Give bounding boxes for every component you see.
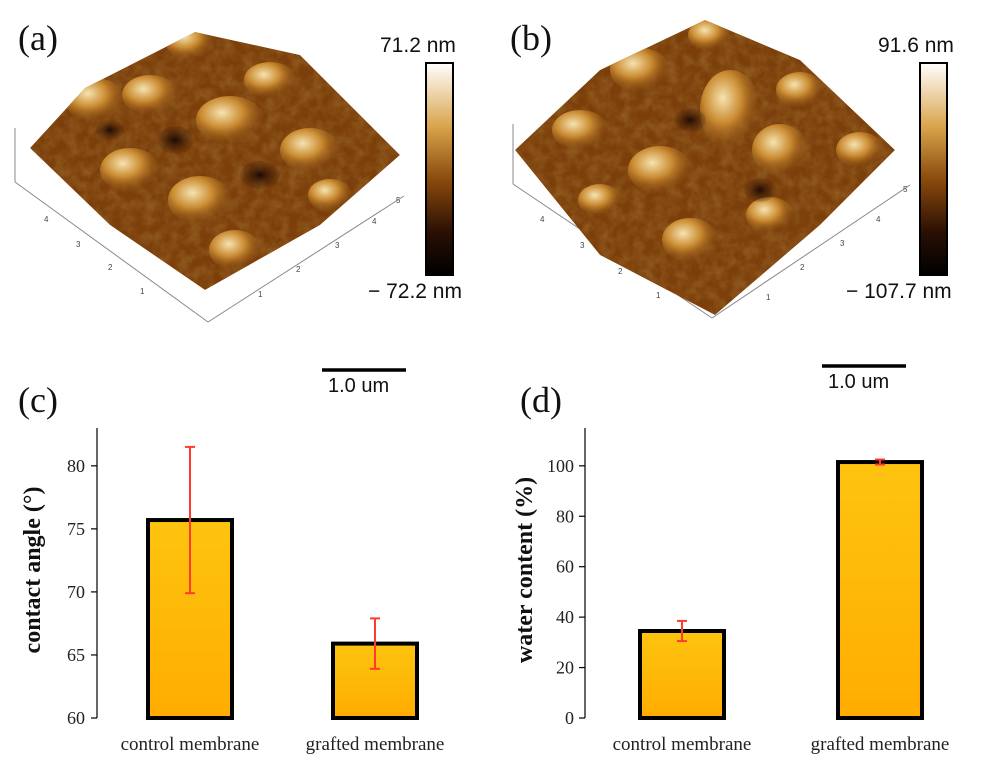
svg-text:5: 5 (903, 185, 908, 194)
y-tick-label: 40 (556, 607, 574, 627)
afm-ticks-b: 4 3 2 1 1 2 3 4 5 (540, 185, 908, 302)
bar (836, 460, 924, 721)
afm-surface-a (30, 32, 400, 290)
colorbar-max-b: 91.6 nm (878, 34, 954, 57)
chart-d-plot: 0 20 40 60 80 100 control membrane grafted memb… (547, 428, 949, 755)
y-tick-label: 20 (556, 658, 574, 678)
bar-chart-d: (d) water content (%) 0 20 40 60 80 100 contro… (512, 380, 949, 755)
y-tick-label: 100 (547, 456, 574, 476)
colorbar-min-a: − 72.2 nm (368, 280, 462, 303)
category-label: control membrane (613, 734, 752, 755)
y-tick-label: 80 (67, 456, 85, 476)
svg-text:4: 4 (44, 215, 49, 224)
y-tick-label: 60 (556, 557, 574, 577)
afm-surface-b (515, 20, 895, 315)
svg-text:1: 1 (140, 287, 145, 296)
svg-text:4: 4 (876, 215, 881, 224)
panel-label-a: (a) (18, 18, 58, 58)
svg-text:3: 3 (76, 240, 81, 249)
y-axis-title-c: contact angle (°) (20, 487, 46, 654)
panel-label-d: (d) (520, 380, 562, 420)
svg-text:2: 2 (108, 263, 113, 272)
panel-label-b: (b) (510, 18, 552, 58)
category-label: grafted membrane (306, 734, 445, 755)
category-label: control membrane (121, 734, 260, 755)
svg-text:3: 3 (580, 241, 585, 250)
colorbar-a (425, 62, 454, 276)
svg-text:1: 1 (766, 293, 771, 302)
svg-text:4: 4 (540, 215, 545, 224)
scale-bar-label-b: 1.0 um (828, 371, 889, 393)
svg-text:2: 2 (800, 263, 805, 272)
panel-label-c: (c) (18, 380, 58, 420)
colorbar-max-a: 71.2 nm (380, 34, 456, 57)
afm-panel-a: 4 3 2 1 1 2 3 4 5 (a) 71 (14, 18, 462, 397)
y-tick-label: 65 (67, 645, 85, 665)
svg-text:3: 3 (840, 239, 845, 248)
scale-bar-label-a: 1.0 um (328, 375, 389, 397)
y-tick-label: 80 (556, 506, 574, 526)
svg-text:5: 5 (396, 196, 401, 205)
bar (638, 629, 726, 720)
svg-text:1: 1 (258, 290, 263, 299)
y-tick-label: 0 (565, 708, 574, 728)
bar-chart-c: (c) contact angle (°) 60 65 70 75 80 control … (18, 380, 444, 755)
svg-text:1: 1 (656, 291, 661, 300)
afm-panel-b: 4 3 2 1 1 2 3 4 5 (b) 91 (510, 18, 954, 393)
y-tick-label: 75 (67, 519, 85, 539)
chart-c-plot: 60 65 70 75 80 control membrane grafted membra… (67, 428, 444, 755)
colorbar-b (919, 62, 948, 276)
afm-axes-a (14, 128, 405, 323)
category-label: grafted membrane (811, 734, 950, 755)
svg-text:3: 3 (335, 241, 340, 250)
svg-text:2: 2 (618, 267, 623, 276)
y-tick-label: 70 (67, 582, 85, 602)
afm-ticks-a: 4 3 2 1 1 2 3 4 5 (44, 196, 401, 299)
y-tick-label: 60 (67, 708, 85, 728)
svg-text:4: 4 (372, 217, 377, 226)
colorbar-min-b: − 107.7 nm (846, 280, 952, 303)
svg-text:2: 2 (296, 265, 301, 274)
y-axis-title-d: water content (%) (512, 477, 538, 663)
